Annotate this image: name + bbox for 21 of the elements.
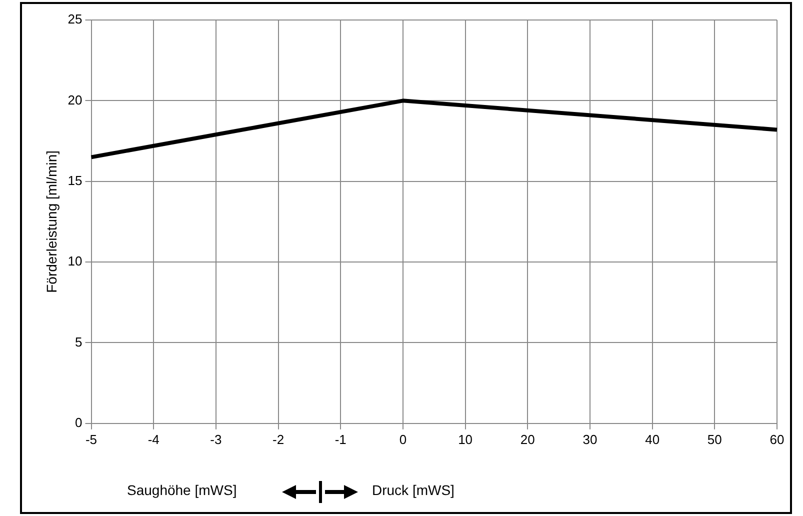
y-tick-label: 15	[68, 172, 82, 188]
x-tick-label: 0	[399, 432, 407, 447]
x-tick-label: -3	[210, 432, 222, 447]
x-tick-label: 10	[458, 432, 473, 447]
y-tick-label: 5	[75, 334, 82, 350]
x-tick-label: 60	[770, 432, 784, 447]
x-tick-label: 30	[582, 432, 598, 447]
x-tick-label: 40	[645, 432, 660, 447]
text: Druck [mWS]	[372, 482, 454, 498]
x-tick-label: -2	[272, 432, 284, 447]
y-tick-label: 20	[68, 92, 82, 108]
y-axis-title: Förderleistung [ml/min]	[43, 150, 60, 293]
x-tick-label: -1	[334, 432, 346, 447]
y-tick-label: 0	[75, 414, 82, 430]
x-tick-label: 50	[707, 432, 722, 447]
y-tick-label: 25	[68, 12, 82, 27]
x-tick-label: -4	[148, 432, 160, 447]
x-axis-title: Saughöhe [mWS]	[127, 482, 237, 498]
x-tick-label: -5	[85, 432, 98, 447]
y-tick-label: 10	[68, 254, 82, 269]
x-tick-label: 20	[520, 432, 535, 447]
